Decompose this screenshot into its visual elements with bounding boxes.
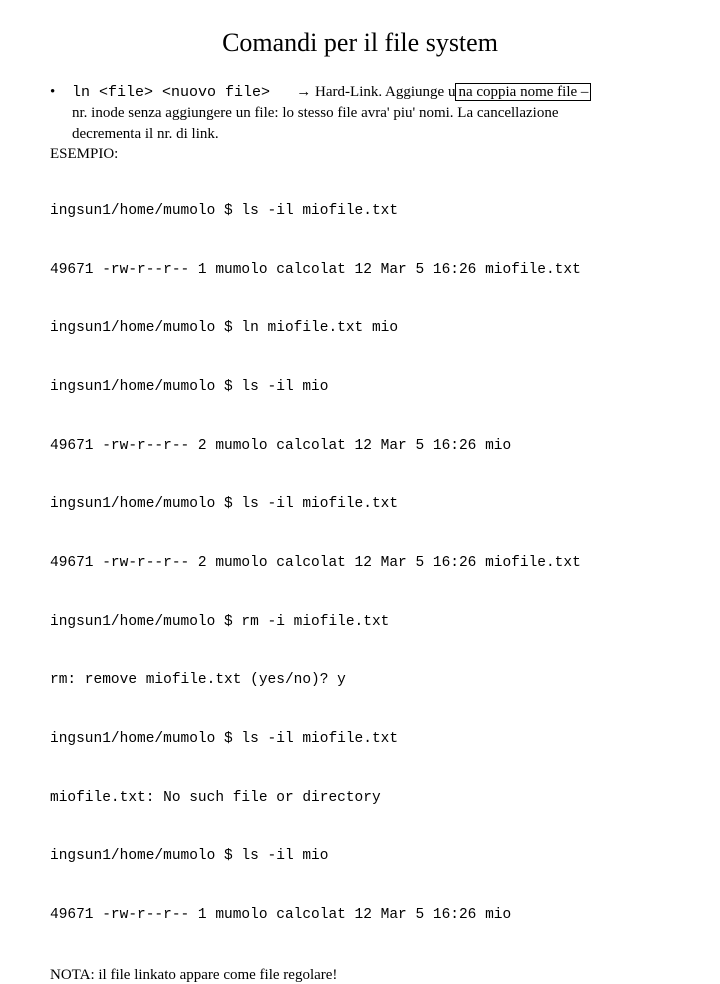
- bullet-desc-pre: Hard-Link. Aggiunge u: [315, 84, 455, 100]
- page-title: Comandi per il file system: [50, 28, 670, 58]
- bullet-desc-box: na coppia nome file –: [455, 83, 591, 101]
- bullet-cont-2: decrementa il nr. di link.: [72, 124, 670, 144]
- terminal-line: ingsun1/home/mumolo $ ls -il miofile.txt: [50, 730, 670, 750]
- terminal-line: 49671 -rw-r--r-- 2 mumolo calcolat 12 Ma…: [50, 554, 670, 574]
- bullet-cont-1: nr. inode senza aggiungere un file: lo s…: [72, 103, 670, 123]
- terminal-line: ingsun1/home/mumolo $ ls -il miofile.txt: [50, 495, 670, 515]
- terminal-line: ingsun1/home/mumolo $ ls -il miofile.txt: [50, 202, 670, 222]
- terminal-line: 49671 -rw-r--r-- 1 mumolo calcolat 12 Ma…: [50, 906, 670, 926]
- terminal-line: 49671 -rw-r--r-- 2 mumolo calcolat 12 Ma…: [50, 437, 670, 457]
- terminal-line: miofile.txt: No such file or directory: [50, 789, 670, 809]
- bullet-command: ln <file> <nuovo file>: [72, 84, 270, 101]
- nota-line: NOTA: il file linkato appare come file r…: [50, 967, 670, 984]
- terminal-block: ingsun1/home/mumolo $ ls -il miofile.txt…: [50, 163, 670, 965]
- terminal-line: ingsun1/home/mumolo $ ln miofile.txt mio: [50, 319, 670, 339]
- esempio-label: ESEMPIO:: [50, 146, 670, 163]
- terminal-line: rm: remove miofile.txt (yes/no)? y: [50, 671, 670, 691]
- bullet-marker: •: [50, 82, 72, 102]
- terminal-line: 49671 -rw-r--r-- 1 mumolo calcolat 12 Ma…: [50, 261, 670, 281]
- bullet-body: ln <file> <nuovo file> → Hard-Link. Aggi…: [72, 82, 670, 103]
- terminal-line: ingsun1/home/mumolo $ ls -il mio: [50, 378, 670, 398]
- terminal-line: ingsun1/home/mumolo $ rm -i miofile.txt: [50, 613, 670, 633]
- terminal-line: ingsun1/home/mumolo $ ls -il mio: [50, 847, 670, 867]
- bullet-item: • ln <file> <nuovo file> → Hard-Link. Ag…: [50, 82, 670, 103]
- page: Comandi per il file system • ln <file> <…: [0, 0, 720, 984]
- arrow-icon: →: [296, 84, 311, 100]
